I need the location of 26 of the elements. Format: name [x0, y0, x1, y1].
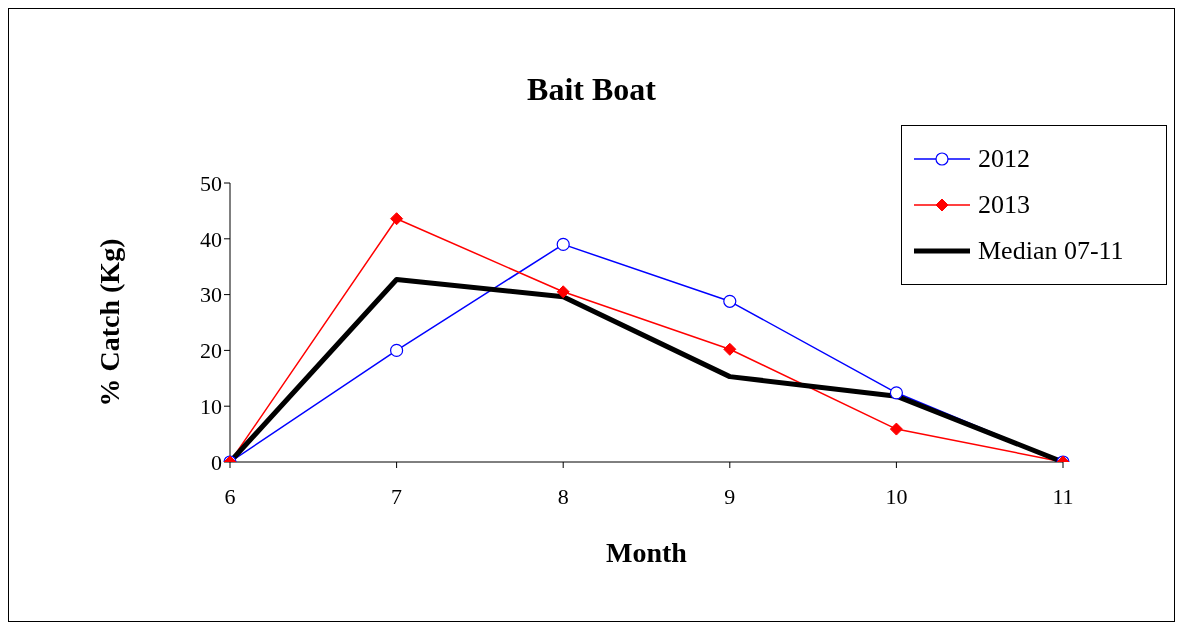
y-tick-label: 10: [200, 394, 222, 420]
legend-label: Median 07-11: [978, 236, 1124, 266]
y-tick-label: 20: [200, 338, 222, 364]
y-tick-label: 40: [200, 226, 222, 252]
point: [556, 237, 570, 251]
x-tick-label: 8: [557, 483, 569, 509]
point: [889, 422, 903, 436]
point: [390, 343, 404, 357]
point: [556, 285, 570, 299]
legend-label: 2012: [978, 144, 1030, 174]
x-tick-label: 11: [1052, 483, 1074, 509]
x-tick-label: 10: [885, 483, 908, 509]
point: [889, 386, 903, 400]
x-tick-label: 7: [391, 483, 403, 509]
y-tick-label: 30: [200, 282, 222, 308]
y-axis-title: % Catch (Kg): [93, 238, 125, 407]
point: [723, 294, 737, 308]
point: [723, 342, 737, 356]
point: [390, 212, 404, 226]
legend-label: 2013: [978, 190, 1030, 220]
chart-title: Bait Boat: [526, 71, 657, 108]
y-tick-label: 0: [211, 449, 222, 475]
x-axis-title: Month: [606, 536, 688, 568]
y-tick-label: 50: [200, 170, 222, 196]
x-tick-label: 6: [224, 483, 236, 509]
x-tick-label: 9: [724, 483, 736, 509]
